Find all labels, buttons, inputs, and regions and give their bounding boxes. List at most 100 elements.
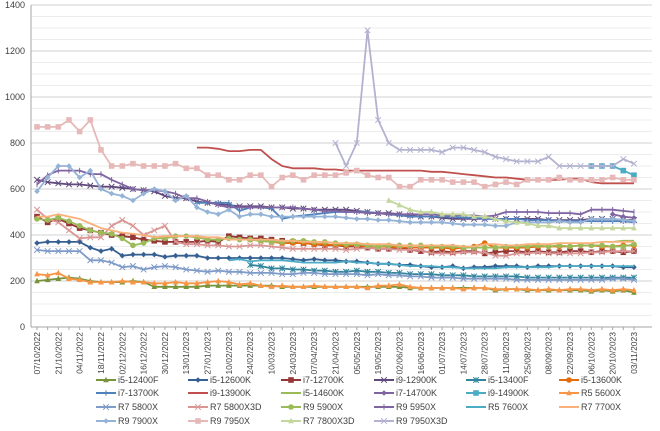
data-point [428, 264, 435, 270]
legend-item: R9 5950X [374, 402, 436, 412]
data-point [102, 403, 110, 411]
x-tick-label: 20/10/2023 [608, 332, 618, 375]
data-point [460, 179, 467, 185]
data-point [449, 220, 456, 227]
data-point [438, 149, 446, 156]
data-point [172, 278, 179, 285]
data-point [513, 250, 520, 257]
data-point [55, 219, 62, 226]
data-point [257, 262, 265, 270]
data-point [215, 267, 222, 274]
data-point [481, 244, 488, 251]
data-point [428, 250, 435, 257]
data-point [215, 282, 222, 288]
data-point [545, 249, 552, 256]
x-tick-label: 30/12/2022 [160, 332, 170, 375]
data-point [620, 224, 627, 231]
legend-label: i7-12700K [303, 375, 344, 385]
x-tick-label: 07/04/2023 [309, 332, 319, 375]
data-point [630, 276, 638, 284]
data-point [428, 274, 435, 281]
data-point [556, 286, 563, 293]
data-point [311, 172, 317, 178]
data-point [151, 186, 158, 192]
data-point [44, 271, 51, 278]
data-point [247, 211, 253, 218]
data-point [631, 177, 637, 183]
data-point [439, 248, 445, 254]
data-point [172, 252, 179, 259]
data-point [332, 213, 339, 220]
x-tick-label: 02/06/2023 [394, 332, 404, 375]
data-point [193, 267, 201, 274]
y-tick-label: 800 [10, 138, 25, 148]
x-tick-label: 25/08/2023 [522, 332, 532, 375]
data-point [620, 285, 627, 292]
data-point [66, 239, 72, 245]
data-point [236, 213, 243, 220]
data-point [204, 268, 211, 275]
data-point [288, 377, 294, 383]
series-line [228, 258, 634, 270]
data-point [385, 217, 392, 223]
x-tick-label: 08/09/2023 [544, 332, 554, 375]
data-point [449, 211, 456, 217]
legend-item: i9-13900K [188, 388, 251, 398]
data-point [162, 254, 168, 260]
data-point [247, 261, 254, 269]
legend-item: R7 7700X [559, 402, 621, 412]
data-point [300, 213, 307, 220]
data-point [204, 209, 211, 215]
x-tick-label: 24/02/2023 [245, 332, 255, 375]
data-point [620, 213, 627, 220]
data-point [97, 234, 105, 241]
data-point [588, 162, 595, 170]
data-point [119, 216, 126, 224]
data-point [226, 282, 232, 288]
legend-item: i5-13600K [559, 375, 622, 385]
data-point [226, 278, 232, 285]
data-point [268, 283, 275, 290]
series-r5-7600x [228, 258, 634, 270]
data-point [535, 222, 541, 229]
data-point [577, 285, 584, 292]
data-point [439, 284, 445, 291]
x-tick-label: 14/07/2023 [458, 332, 468, 375]
data-point [396, 272, 403, 279]
data-point [65, 181, 73, 188]
data-point [34, 124, 40, 130]
data-point [87, 117, 94, 123]
legend-label: i5-14600K [303, 388, 344, 398]
data-point [609, 247, 616, 255]
data-point [288, 417, 294, 424]
data-point [108, 278, 115, 285]
data-point [322, 283, 328, 290]
data-point [87, 167, 94, 174]
data-point [44, 217, 51, 223]
data-point [534, 158, 542, 165]
data-point [374, 270, 382, 278]
data-point [161, 222, 169, 229]
data-point [162, 163, 168, 169]
data-point [108, 231, 115, 237]
data-point [119, 235, 126, 242]
data-point [130, 242, 136, 249]
data-point [473, 390, 479, 396]
data-point [524, 250, 531, 257]
data-point [87, 257, 94, 264]
data-point [481, 221, 488, 228]
data-point [194, 252, 200, 259]
data-point [364, 272, 371, 279]
data-point [172, 283, 179, 290]
data-point [247, 172, 253, 178]
data-point [98, 248, 104, 254]
data-point [342, 162, 350, 170]
series-r7-7800x3d [385, 197, 637, 231]
data-point [247, 280, 253, 286]
data-point [204, 278, 211, 285]
series-i7-14700k [609, 211, 637, 221]
data-point [34, 270, 40, 277]
data-point [428, 177, 435, 183]
data-point [87, 278, 94, 285]
data-point [460, 211, 467, 217]
